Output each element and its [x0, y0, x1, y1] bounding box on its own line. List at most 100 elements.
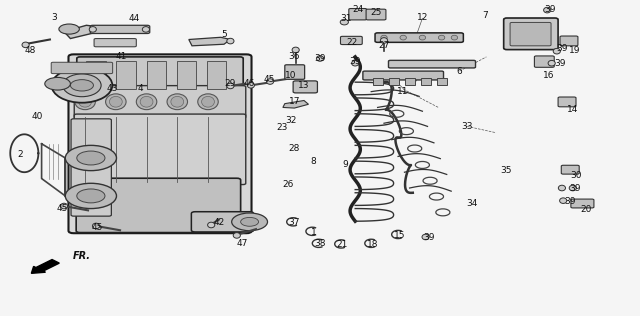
Bar	[405, 78, 415, 85]
Text: 26: 26	[282, 180, 294, 189]
Text: 42: 42	[213, 218, 225, 227]
Circle shape	[241, 217, 259, 226]
Text: 45: 45	[57, 204, 68, 213]
Text: 39: 39	[314, 54, 326, 63]
Text: 18: 18	[367, 240, 378, 249]
Text: 20: 20	[580, 205, 592, 214]
Text: 40: 40	[31, 112, 43, 121]
Ellipse shape	[233, 233, 241, 238]
Ellipse shape	[380, 38, 388, 43]
Ellipse shape	[167, 94, 188, 110]
Bar	[437, 78, 447, 85]
FancyBboxPatch shape	[77, 57, 243, 92]
Ellipse shape	[109, 96, 122, 107]
Ellipse shape	[340, 19, 348, 25]
Circle shape	[232, 213, 268, 231]
Text: 39: 39	[423, 233, 435, 241]
Text: 39: 39	[556, 45, 568, 53]
Ellipse shape	[89, 27, 97, 32]
Text: 16: 16	[543, 71, 555, 80]
Text: 37: 37	[289, 218, 300, 227]
Text: 38: 38	[314, 239, 326, 248]
FancyBboxPatch shape	[534, 56, 554, 67]
FancyBboxPatch shape	[74, 114, 246, 185]
Ellipse shape	[171, 96, 184, 107]
Text: 32: 32	[285, 116, 297, 125]
Text: 27: 27	[378, 41, 390, 50]
Bar	[86, 61, 106, 89]
FancyBboxPatch shape	[558, 97, 576, 107]
FancyBboxPatch shape	[571, 199, 594, 208]
Text: 12: 12	[417, 13, 428, 22]
Text: 35: 35	[500, 166, 511, 175]
FancyBboxPatch shape	[74, 86, 246, 118]
Bar	[147, 61, 166, 89]
Ellipse shape	[247, 82, 255, 88]
Ellipse shape	[202, 96, 214, 107]
Bar	[389, 78, 399, 85]
Bar	[421, 78, 431, 85]
Circle shape	[70, 80, 93, 91]
Text: 13: 13	[298, 81, 310, 90]
Text: 45: 45	[263, 75, 275, 83]
Text: 5: 5	[221, 30, 227, 39]
Text: 17: 17	[289, 97, 300, 106]
Text: 21: 21	[337, 240, 348, 249]
Text: 2: 2	[18, 150, 23, 159]
FancyBboxPatch shape	[94, 39, 136, 47]
FancyBboxPatch shape	[90, 25, 150, 33]
Text: 46: 46	[244, 79, 255, 88]
FancyBboxPatch shape	[388, 60, 476, 68]
Text: 39: 39	[554, 59, 566, 68]
Ellipse shape	[292, 47, 300, 53]
Text: 30: 30	[570, 171, 582, 180]
Text: 28: 28	[289, 144, 300, 153]
Ellipse shape	[52, 68, 113, 103]
Bar	[373, 78, 383, 85]
Circle shape	[65, 145, 116, 171]
Text: FR.: FR.	[73, 251, 91, 261]
Text: 34: 34	[467, 199, 478, 208]
Circle shape	[77, 189, 105, 203]
Ellipse shape	[422, 234, 429, 240]
Ellipse shape	[227, 38, 234, 44]
Text: 3: 3	[52, 13, 57, 22]
Text: 44: 44	[129, 15, 140, 23]
Text: 11: 11	[397, 87, 409, 96]
Ellipse shape	[60, 203, 68, 209]
Text: 29: 29	[225, 79, 236, 88]
FancyBboxPatch shape	[51, 62, 113, 74]
Ellipse shape	[136, 94, 157, 110]
Text: 14: 14	[567, 105, 579, 113]
FancyBboxPatch shape	[560, 36, 578, 46]
Text: 36: 36	[289, 52, 300, 61]
Circle shape	[77, 151, 105, 165]
Ellipse shape	[381, 35, 387, 40]
FancyArrow shape	[31, 259, 60, 273]
Text: 39: 39	[564, 197, 575, 206]
Text: 24: 24	[353, 5, 364, 14]
Text: 45: 45	[92, 223, 103, 232]
Bar	[177, 61, 196, 89]
Circle shape	[59, 24, 79, 34]
Ellipse shape	[543, 7, 551, 13]
Ellipse shape	[558, 185, 566, 191]
Text: 43: 43	[106, 84, 118, 93]
FancyBboxPatch shape	[349, 9, 367, 20]
Text: 48: 48	[25, 46, 36, 55]
Ellipse shape	[106, 94, 126, 110]
FancyBboxPatch shape	[504, 18, 558, 50]
FancyBboxPatch shape	[191, 212, 253, 232]
Ellipse shape	[22, 42, 29, 48]
Text: 39: 39	[569, 184, 580, 192]
Ellipse shape	[142, 27, 150, 32]
Bar	[116, 61, 136, 89]
Ellipse shape	[559, 198, 567, 204]
Text: 23: 23	[276, 124, 287, 132]
Ellipse shape	[79, 96, 92, 107]
Polygon shape	[64, 25, 99, 39]
Text: 31: 31	[340, 15, 351, 23]
Circle shape	[65, 183, 116, 209]
Ellipse shape	[227, 83, 234, 89]
Text: 41: 41	[116, 52, 127, 61]
